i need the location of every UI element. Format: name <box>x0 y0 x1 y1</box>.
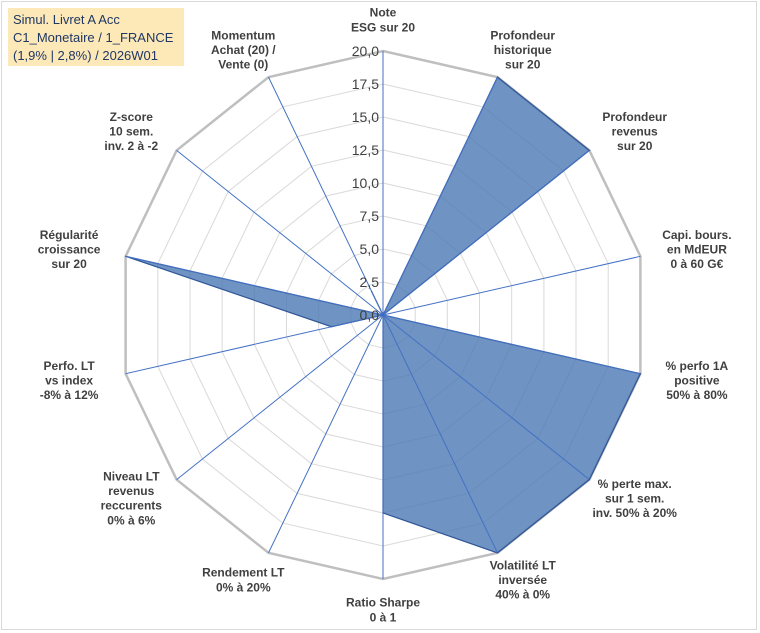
data-point-10 <box>331 326 332 328</box>
axis-label: % perte max. <box>598 477 672 491</box>
spoke-5 <box>382 314 590 480</box>
axis-label: Achat (20) / <box>211 43 276 57</box>
axis-label: en MdEUR <box>667 243 727 257</box>
axis-label: Z-score <box>110 110 154 124</box>
data-point-13 <box>371 290 372 292</box>
tick-label: 17,5 <box>352 76 379 92</box>
spoke-6 <box>382 314 498 554</box>
axis-label: sur 20 <box>617 139 653 153</box>
axis-label: Vente (0) <box>218 58 268 72</box>
tick-label: 10,0 <box>352 175 379 191</box>
axis-label: Ratio Sharpe <box>346 596 420 610</box>
data-point-12 <box>382 314 384 316</box>
axis-label: Note <box>370 6 397 20</box>
spoke-2 <box>382 150 590 316</box>
data-point-2 <box>588 149 590 151</box>
axis-label: 10 sem. <box>109 125 153 139</box>
axis-label: Rendement LT <box>202 566 285 580</box>
axis-label: 50% à 80% <box>666 388 728 402</box>
title-line-1: Simul. Livret A Acc <box>13 12 120 27</box>
data-point-11 <box>125 255 127 257</box>
tick-label: 2,5 <box>360 274 380 290</box>
axis-label: historique <box>494 43 552 57</box>
tick-label: 5,0 <box>360 241 380 257</box>
axis-label: revenus <box>612 125 658 139</box>
axis-label: Profondeur <box>602 110 667 124</box>
axis-label: inversée <box>498 573 547 587</box>
axis-label: reccurents <box>101 499 163 513</box>
axis-label: Momentum <box>211 28 275 42</box>
axis-label: 0 à 1 <box>370 610 397 624</box>
data-point-5 <box>588 479 590 481</box>
title-line-3: (1,9% | 2,8%) / 2026W01 <box>13 48 159 63</box>
axis-label: % perfo 1A <box>666 359 729 373</box>
spoke-4 <box>382 314 641 375</box>
axis-label: Capi. bours. <box>662 228 731 242</box>
spoke-3 <box>382 255 641 316</box>
spoke-10 <box>125 314 384 375</box>
axis-label: Niveau LT <box>103 470 160 484</box>
title-line-2: C1_Monetaire / 1_FRANCE <box>13 30 174 45</box>
data-point-6 <box>497 552 498 554</box>
axis-label: Volatilité LT <box>490 558 557 572</box>
spoke-9 <box>176 314 384 480</box>
data-point-4 <box>639 373 641 375</box>
axis-label: vs index <box>45 374 93 388</box>
tick-label: 12,5 <box>352 142 379 158</box>
axis-label: croissance <box>38 243 101 257</box>
axis-label: sur 1 sem. <box>605 491 664 505</box>
axis-label: 40% à 0% <box>495 588 550 602</box>
chart-title-box: Simul. Livret A Acc C1_Monetaire / 1_FRA… <box>8 8 184 66</box>
axis-label: positive <box>674 374 720 388</box>
axis-label: -8% à 12% <box>40 388 99 402</box>
tick-label: 0,0 <box>360 307 380 323</box>
data-point-7 <box>382 512 384 514</box>
spoke-8 <box>268 314 384 554</box>
tick-label: 20,0 <box>352 43 379 59</box>
axis-label: inv. 50% à 20% <box>592 506 677 520</box>
axis-label: inv. 2 à -2 <box>104 139 158 153</box>
axis-label: ESG sur 20 <box>351 20 415 34</box>
spoke-1 <box>382 76 498 316</box>
axis-label: Régularité <box>40 228 99 242</box>
axis-label: revenus <box>108 484 154 498</box>
axis-label: sur 20 <box>505 58 541 72</box>
axis-label: 0% à 20% <box>216 580 271 594</box>
axis-label: Profondeur <box>490 28 555 42</box>
tick-label: 7,5 <box>360 208 380 224</box>
axis-label: Perfo. LT <box>44 359 96 373</box>
spoke-11 <box>125 255 384 316</box>
axis-label: 0% à 6% <box>107 513 155 527</box>
spoke-13 <box>268 76 384 316</box>
axis-label: sur 20 <box>51 257 87 271</box>
axis-label: 0 à 60 G€ <box>671 257 724 271</box>
tick-label: 15,0 <box>352 109 379 125</box>
spoke-12 <box>176 150 384 316</box>
data-point-1 <box>497 76 498 78</box>
